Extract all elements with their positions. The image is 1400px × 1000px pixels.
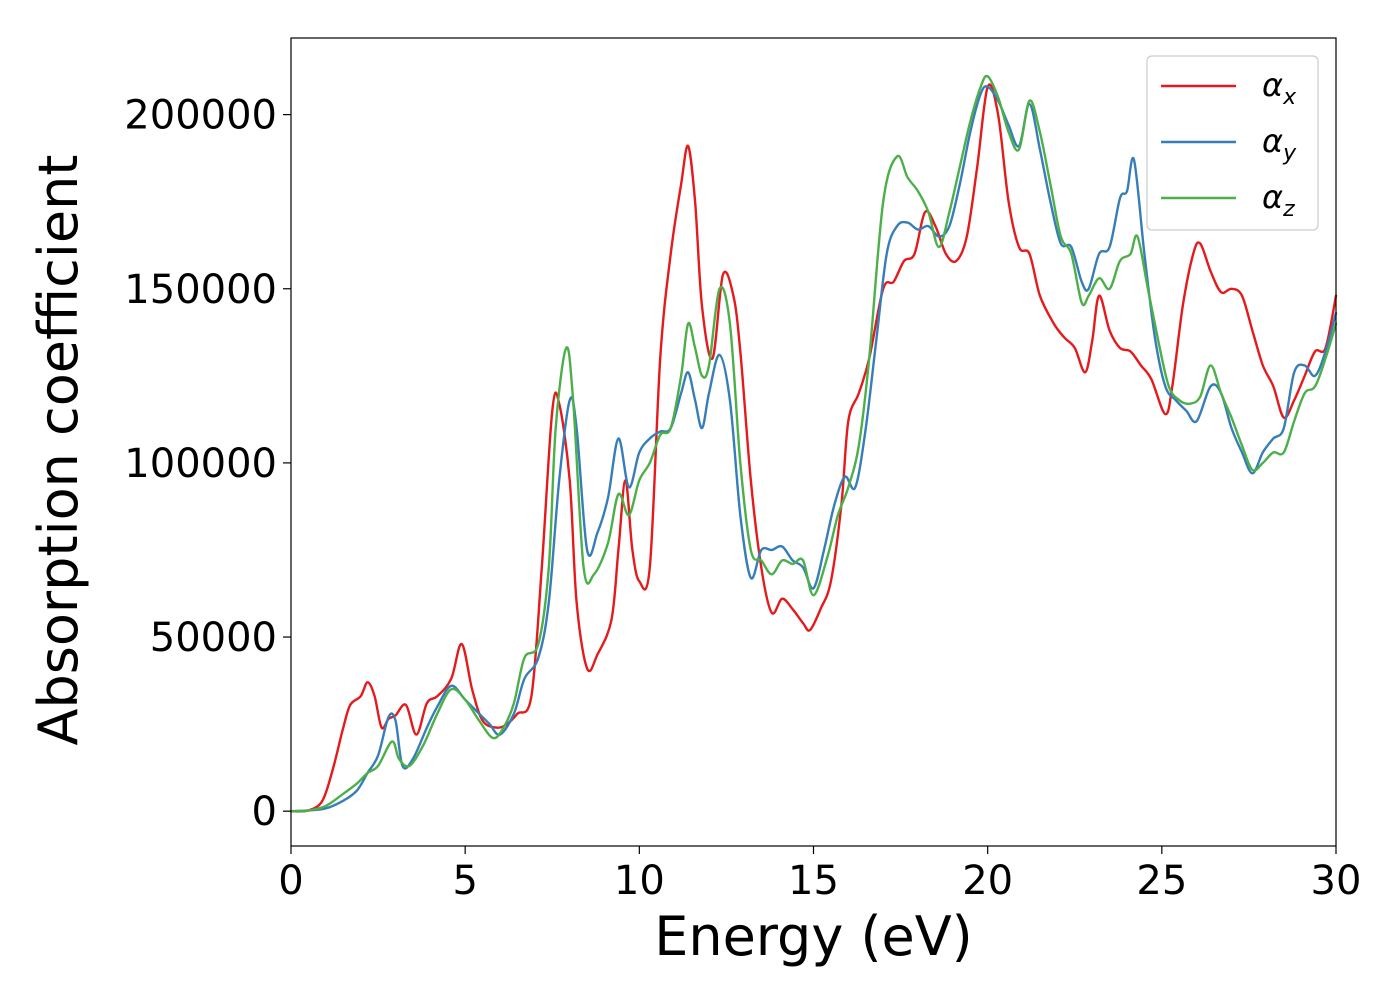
y-axis: 0 50000 100000 150000 200000 [124,93,291,835]
x-tick-label: 0 [278,858,303,904]
legend-label-alpha-y: αy [1262,122,1297,166]
x-axis: 0 5 10 15 20 25 30 [278,846,1361,904]
y-tick-label: 200000 [124,93,277,139]
y-tick-label: 150000 [124,267,277,313]
series-layer [289,74,1338,813]
y-tick-label: 0 [252,789,277,835]
y-axis-label: Absorption coefficient [27,155,90,746]
x-tick-label: 15 [788,858,839,904]
x-axis-label: Energy (eV) [654,905,973,968]
x-tick-label: 25 [1136,858,1187,904]
series-line-alpha-z [289,74,1338,813]
series-line-alpha-x [289,83,1338,813]
y-tick-label: 50000 [150,615,277,661]
x-tick-label: 10 [614,858,665,904]
legend-label-alpha-z: αz [1262,178,1295,222]
y-tick-label: 100000 [124,441,277,487]
x-tick-label: 20 [962,858,1013,904]
x-tick-label: 30 [1311,858,1362,904]
x-tick-label: 5 [452,858,477,904]
legend: αx αy αz [1146,55,1319,231]
legend-label-alpha-x: αx [1262,66,1297,110]
